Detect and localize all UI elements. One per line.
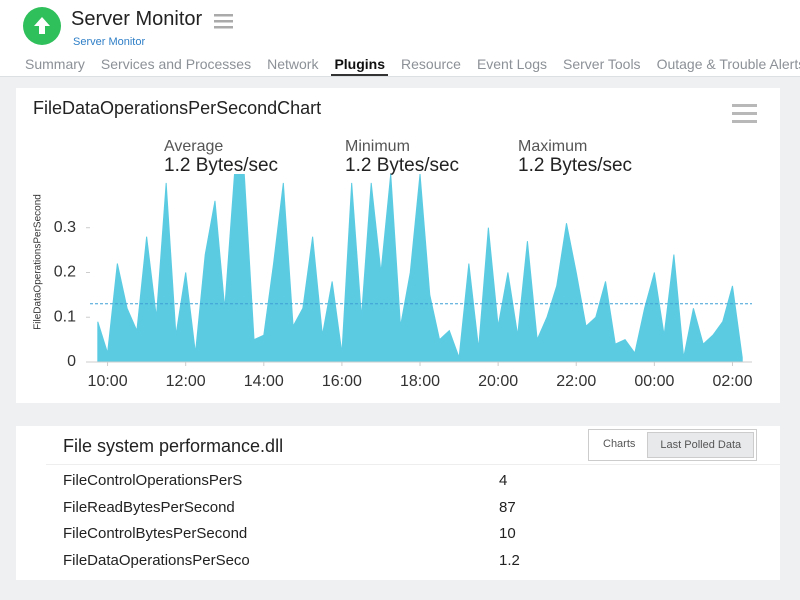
table: FileControlOperationsPerS 4 FileReadBytesP… [63,472,520,579]
plot [97,174,743,362]
tab[interactable]: Event Logs [476,56,547,72]
chart-title: FileDataOperationsPerSecondChart [33,98,321,118]
stat-value: 1.2 Bytes/sec [164,155,278,176]
y-tick-label: 0 [67,353,76,370]
x-tick-label: 02:00 [712,373,752,390]
y-axis-label: FileDataOperationsPerSecond [33,194,44,330]
x-tick-label: 22:00 [556,373,596,390]
x-tick-label: 16:00 [322,373,362,390]
header: Server Monitor Server Monitor Summary Ser… [0,0,800,77]
stat-value: 1.2 Bytes/sec [518,155,632,176]
section-title: File system performance.dll [63,436,284,456]
tab[interactable]: Network [267,56,319,72]
row-value: 4 [499,472,508,489]
chart: FileDataOperationsPerSecondChart Average… [33,98,757,390]
separator [46,464,780,465]
chart-card: FileDataOperationsPerSecondChart Average… [16,88,780,403]
row-value: 1.2 [499,551,520,569]
row-label: FileReadBytesPerSecond [63,498,235,516]
tab[interactable]: Plugins [331,56,389,76]
table-row: FileDataOperationsPerSeco 1.2 [63,551,520,579]
tab-bar: Summary Services and Processes Network Plug… [25,56,800,76]
row-label: FileControlOperationsPerS [63,472,243,489]
x-tick-label: 18:00 [400,373,440,390]
tab[interactable]: Services and Processes [100,56,252,72]
logo [23,7,61,45]
breadcrumb[interactable]: Server Monitor [73,36,146,48]
table-row: FileReadBytesPerSecond 87 [63,498,516,526]
view-toggle: Charts Last Polled Data [588,429,758,461]
row-label: FileControlBytesPerSecond [63,525,248,542]
toggle-button[interactable]: Last Polled Data [647,432,755,458]
tab[interactable]: Summary [25,56,85,72]
table-row: FileControlBytesPerSecond 10 [63,525,516,552]
stat-label: Maximum [518,138,587,155]
x-tick-label: 14:00 [244,373,284,390]
menu-icon[interactable] [214,13,234,29]
tab[interactable]: Outage & Trouble Alerts [656,56,800,72]
table-row: FileControlOperationsPerS 4 [63,472,507,499]
y-tick-label: 0.1 [54,308,76,325]
stat-label: Minimum [345,138,410,155]
y-tick-label: 0.2 [54,264,76,281]
toggle-button[interactable]: Charts [603,438,636,450]
row-value: 87 [499,498,516,516]
app-title: Server Monitor [71,8,203,30]
y-tick-label: 0.3 [54,219,76,236]
stat-label: Average [164,138,223,155]
chart-menu[interactable] [732,104,757,123]
x-tick-label: 00:00 [634,373,674,390]
x-tick-label: 10:00 [88,373,128,390]
tab[interactable]: Resource [401,56,461,72]
row-label: FileDataOperationsPerSeco [63,551,250,569]
stat-value: 1.2 Bytes/sec [345,155,459,176]
tab[interactable]: Server Tools [563,56,641,72]
area [97,174,743,362]
x-tick-label: 12:00 [166,373,206,390]
x-tick-label: 20:00 [478,373,518,390]
row-value: 10 [499,525,516,542]
table-card: File system performance.dll Charts Last P… [16,426,780,580]
